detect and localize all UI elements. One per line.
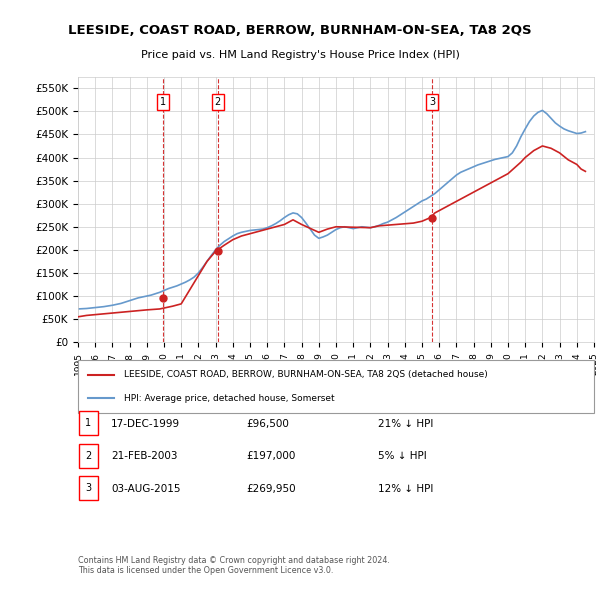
Text: 21% ↓ HPI: 21% ↓ HPI <box>378 419 433 428</box>
FancyBboxPatch shape <box>78 360 594 413</box>
Text: Price paid vs. HM Land Registry's House Price Index (HPI): Price paid vs. HM Land Registry's House … <box>140 50 460 60</box>
FancyBboxPatch shape <box>79 411 98 435</box>
Text: 3: 3 <box>85 483 92 493</box>
Text: 21-FEB-2003: 21-FEB-2003 <box>111 451 178 461</box>
Text: 12% ↓ HPI: 12% ↓ HPI <box>378 484 433 493</box>
Text: £269,950: £269,950 <box>246 484 296 493</box>
Text: 03-AUG-2015: 03-AUG-2015 <box>111 484 181 493</box>
Text: 17-DEC-1999: 17-DEC-1999 <box>111 419 180 428</box>
Text: LEESIDE, COAST ROAD, BERROW, BURNHAM-ON-SEA, TA8 2QS: LEESIDE, COAST ROAD, BERROW, BURNHAM-ON-… <box>68 24 532 37</box>
Text: Contains HM Land Registry data © Crown copyright and database right 2024.
This d: Contains HM Land Registry data © Crown c… <box>78 556 390 575</box>
Text: HPI: Average price, detached house, Somerset: HPI: Average price, detached house, Some… <box>124 394 335 402</box>
Text: 1: 1 <box>85 418 92 428</box>
Text: £96,500: £96,500 <box>246 419 289 428</box>
Text: 1: 1 <box>160 97 166 107</box>
Text: £197,000: £197,000 <box>246 451 295 461</box>
Text: 2: 2 <box>85 451 92 461</box>
FancyBboxPatch shape <box>79 444 98 468</box>
Text: 2: 2 <box>215 97 221 107</box>
Text: 3: 3 <box>429 97 435 107</box>
Text: LEESIDE, COAST ROAD, BERROW, BURNHAM-ON-SEA, TA8 2QS (detached house): LEESIDE, COAST ROAD, BERROW, BURNHAM-ON-… <box>124 371 488 379</box>
FancyBboxPatch shape <box>79 476 98 500</box>
Text: 5% ↓ HPI: 5% ↓ HPI <box>378 451 427 461</box>
